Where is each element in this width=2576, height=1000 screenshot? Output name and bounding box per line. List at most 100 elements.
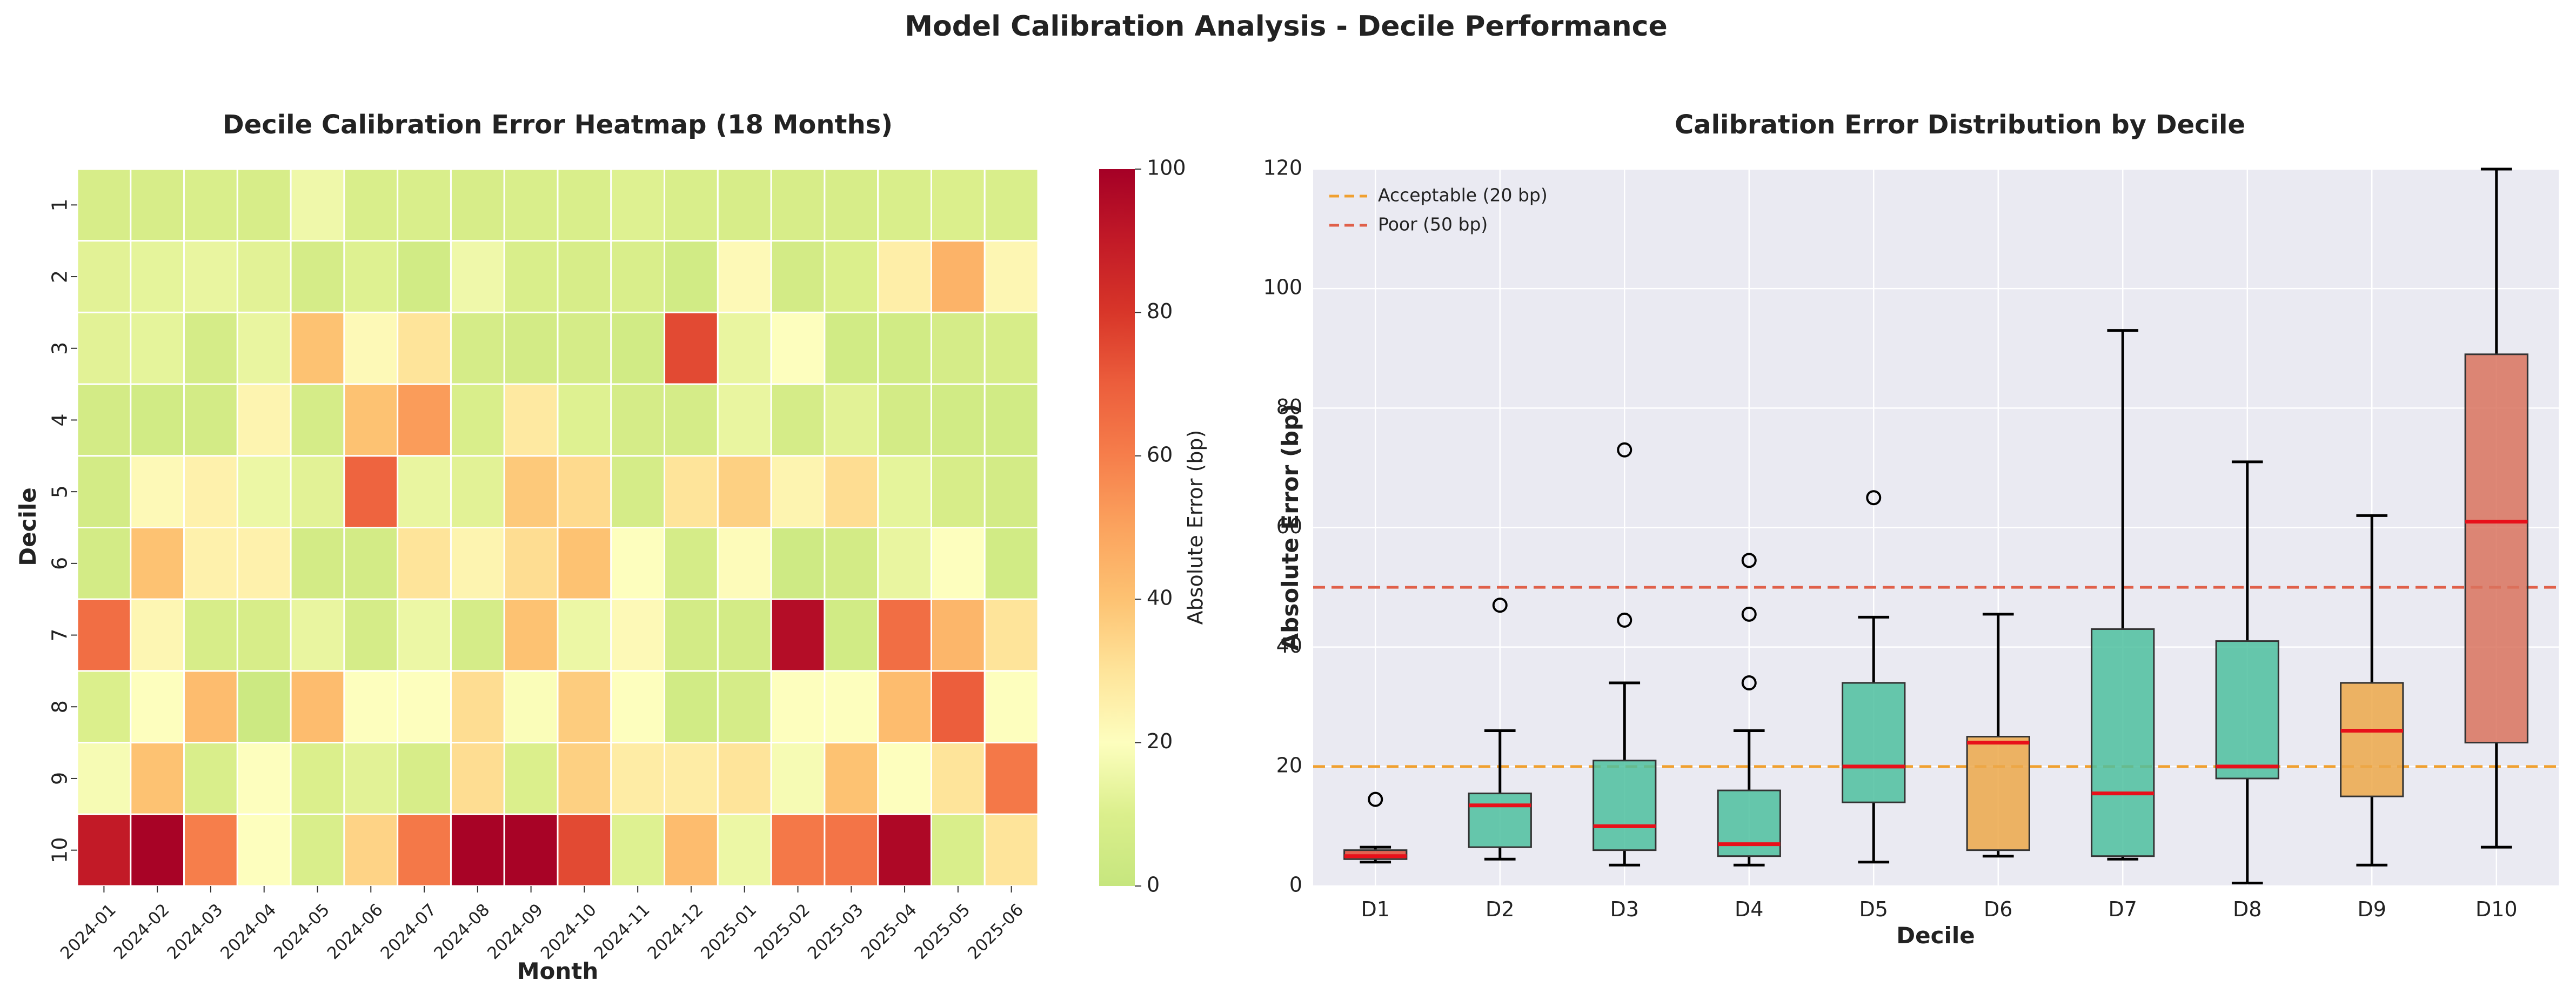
heatmap-cell: [664, 527, 719, 600]
box-body: [1966, 736, 2030, 851]
heatmap-cell: [503, 240, 559, 313]
heatmap-cell: [610, 168, 666, 242]
boxplot-x-tick-label: D3: [1610, 897, 1639, 921]
heatmap-x-tick-label: 2025-04: [858, 900, 921, 963]
heatmap-cell: [610, 311, 666, 385]
box-d6: [1966, 613, 2030, 858]
boxplot-title: Calibration Error Distribution by Decile: [1675, 110, 2245, 140]
heatmap-cell: [450, 813, 505, 887]
heatmap-cell: [450, 455, 505, 528]
heatmap-cell: [343, 240, 399, 313]
box-body: [2340, 682, 2404, 797]
heatmap-y-tick-label: 9: [48, 772, 72, 785]
heatmap-y-axis-label: Decile: [15, 487, 41, 566]
heatmap-cell: [824, 240, 879, 313]
heatmap-cell: [450, 527, 505, 600]
heatmap-cell: [183, 742, 238, 815]
heatmap-cell: [717, 670, 772, 744]
box-d2: [1468, 598, 1532, 861]
heatmap-x-ticks: 2024-012024-022024-032024-042024-052024-…: [57, 886, 1027, 963]
heatmap-cell: [503, 311, 559, 385]
heatmap-cell: [557, 670, 612, 744]
heatmap-cell: [397, 240, 452, 313]
heatmap-cell: [343, 455, 399, 528]
heatmap-cell: [664, 311, 719, 385]
heatmap-cell: [610, 527, 666, 600]
boxplot-x-ticks: D1 D2 D3 D4 D5 D6 D7 D8 D9 D10: [1361, 897, 2518, 921]
heatmap-cell: [610, 455, 666, 528]
heatmap-cell: [930, 383, 986, 457]
heatmap-cell: [664, 813, 719, 887]
heatmap-y-tick-label: 2: [48, 270, 72, 283]
heatmap-cell: [503, 813, 559, 887]
heatmap-cell: [397, 455, 452, 528]
boxplot-y-tick-label: 80: [1276, 395, 1302, 419]
heatmap-cell: [770, 813, 826, 887]
heatmap-cell: [717, 813, 772, 887]
heatmap-cell: [290, 813, 345, 887]
heatmap-cell: [503, 455, 559, 528]
heatmap-cell: [236, 598, 292, 672]
boxplot-y-ticks: 0 20 40 60 80 100 120: [1263, 156, 1302, 897]
heatmap-cell: [717, 311, 772, 385]
heatmap-cell: [664, 383, 719, 457]
heatmap-cell: [930, 240, 986, 313]
colorbar: 0 20 40 60 80 100 Absolute Error (bp): [1099, 156, 1207, 897]
heatmap-x-tick-label: 2024-05: [270, 900, 333, 963]
heatmap-cell: [503, 670, 559, 744]
heatmap-cell: [557, 598, 612, 672]
heatmap-cell: [343, 670, 399, 744]
heatmap-cell: [397, 670, 452, 744]
heatmap-cell: [450, 168, 505, 242]
heatmap-cell: [717, 455, 772, 528]
heatmap-cell: [557, 240, 612, 313]
heatmap-cell: [183, 598, 238, 672]
heatmap-cell: [717, 240, 772, 313]
heatmap-cell: [130, 527, 185, 600]
heatmap-cell: [76, 311, 132, 385]
heatmap-x-tick-label: 2024-02: [110, 900, 173, 963]
box-outlier: [1741, 675, 1757, 691]
heatmap-cell: [770, 455, 826, 528]
heatmap-cell: [236, 383, 292, 457]
heatmap-x-tick-label: 2024-03: [163, 900, 226, 963]
heatmap-cell: [930, 527, 986, 600]
heatmap-cell: [130, 813, 185, 887]
heatmap-cell: [717, 527, 772, 600]
legend-label: Acceptable (20 bp): [1378, 185, 1548, 206]
box-d1: [1343, 791, 1408, 864]
heatmap-cell: [290, 240, 345, 313]
boxplot-legend: Acceptable (20 bp) Poor (50 bp): [1329, 185, 1548, 235]
heatmap-x-tick-label: 2024-12: [644, 900, 707, 963]
heatmap-cell: [503, 598, 559, 672]
heatmap-cell: [717, 742, 772, 815]
heatmap-cell: [130, 598, 185, 672]
heatmap-cell: [717, 598, 772, 672]
box-d3: [1593, 442, 1657, 867]
heatmap-cell: [183, 311, 238, 385]
heatmap-cell: [664, 598, 719, 672]
heatmap-cell: [610, 383, 666, 457]
heatmap-cell: [557, 742, 612, 815]
heatmap-cell: [770, 311, 826, 385]
heatmap-y-tick-label: 3: [48, 342, 72, 355]
heatmap-cell: [236, 455, 292, 528]
heatmap-cell: [983, 598, 1039, 672]
heatmap-cell: [877, 311, 932, 385]
boxplot-x-tick-label: D1: [1361, 897, 1390, 921]
heatmap-cell: [343, 383, 399, 457]
heatmap-cell: [183, 383, 238, 457]
heatmap-cell: [824, 742, 879, 815]
heatmap-cell: [450, 670, 505, 744]
heatmap-cell: [983, 240, 1039, 313]
heatmap-x-tick-label: 2025-03: [804, 900, 867, 963]
boxplot-x-axis-label: Decile: [1896, 922, 1975, 949]
heatmap-cell: [824, 813, 879, 887]
heatmap-x-tick-label: 2025-02: [751, 900, 814, 963]
heatmap-cell: [290, 527, 345, 600]
heatmap-cell: [343, 168, 399, 242]
heatmap-x-tick-label: 2025-06: [964, 900, 1027, 963]
heatmap-cell: [290, 455, 345, 528]
heatmap-cell: [770, 527, 826, 600]
boxplot-y-tick-label: 0: [1289, 873, 1302, 897]
